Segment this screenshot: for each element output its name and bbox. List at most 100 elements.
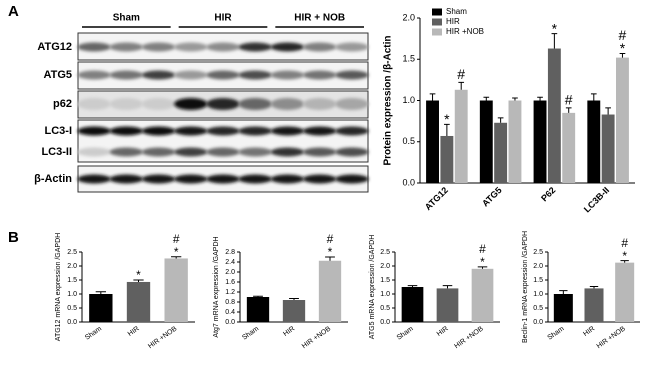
x-tick-label: HIR — [282, 325, 296, 338]
y-tick-label: 0.5 — [402, 136, 415, 146]
bar — [508, 100, 522, 183]
error-bar — [442, 285, 453, 289]
blot-row-label: LC3-I — [45, 125, 73, 137]
y-tick-label: 2.0 — [402, 12, 415, 22]
x-tick-label: HIR — [127, 325, 141, 338]
blot-band — [141, 70, 176, 80]
blot-band — [238, 126, 272, 136]
y-tick-label: 0.0 — [402, 177, 415, 187]
blot-band — [335, 98, 369, 110]
blot-row-label: p62 — [53, 98, 72, 110]
y-tick-label: 2.5 — [533, 249, 543, 256]
bar — [601, 114, 615, 183]
legend-label: HIR — [446, 17, 460, 26]
bar — [553, 294, 573, 322]
blot-band — [77, 70, 111, 80]
y-tick-label: 1.0 — [67, 291, 77, 298]
blot-band — [206, 70, 240, 80]
error-bar — [171, 256, 182, 259]
blot-band — [238, 147, 272, 157]
blot-band — [206, 98, 240, 110]
y-tick-label: 2.0 — [533, 263, 543, 270]
y-tick-label: 2.5 — [380, 249, 390, 256]
error-bar — [559, 290, 568, 294]
blot-band — [109, 98, 144, 110]
significance-marker: # — [565, 92, 573, 108]
blot-band — [109, 147, 144, 157]
blot-band — [335, 126, 369, 136]
significance-marker: # — [457, 66, 465, 82]
error-bar — [605, 107, 611, 115]
bar — [246, 297, 270, 322]
blot-row-label: β-Actin — [34, 173, 72, 185]
error-bar — [620, 260, 629, 263]
y-tick-label: 1.0 — [533, 291, 543, 298]
blot-band — [238, 70, 272, 80]
y-tick-label: 1.5 — [380, 277, 390, 284]
blot-band — [109, 70, 144, 80]
x-tick-label: Sham — [547, 325, 566, 341]
blot-band — [302, 70, 337, 80]
blot-row-label: ATG5 — [43, 69, 72, 81]
bar — [89, 294, 113, 322]
x-tick-label: HIR — [436, 325, 450, 338]
error-bar — [325, 256, 335, 261]
bar — [533, 100, 547, 183]
y-tick-label: 0.0 — [67, 319, 77, 326]
blot-band — [206, 42, 240, 52]
significance-marker: # — [327, 232, 334, 246]
bar — [436, 288, 459, 322]
blot-band — [109, 126, 144, 136]
blot-band — [77, 126, 111, 136]
bar — [164, 258, 188, 322]
group-label: HIR — [214, 13, 232, 24]
y-axis-label: Protein expression /β-Actin — [383, 35, 394, 165]
error-bar — [590, 93, 597, 101]
blot-band — [302, 98, 337, 110]
x-tick-label: HIR +NOB — [147, 325, 179, 350]
blot-band — [174, 174, 208, 184]
bar — [426, 100, 439, 183]
bar — [587, 100, 601, 183]
blot-band — [141, 126, 176, 136]
blot-band — [206, 126, 240, 136]
significance-marker: # — [173, 232, 180, 246]
y-axis-label: ATG5 mRNA expression /GAPDH — [369, 235, 376, 340]
western-blot: Sham HIR HIR + NOB ATG12 ATG5 p62 LC3-I LC3-II β… — [34, 13, 369, 193]
blot-row-label: LC3-II — [41, 146, 72, 158]
y-tick-label: 1.5 — [533, 277, 543, 284]
error-bar — [551, 33, 558, 49]
y-tick-label: 0.5 — [380, 305, 390, 312]
y-tick-label: 0.0 — [380, 319, 390, 326]
blot-row-label: ATG12 — [37, 41, 72, 53]
y-tick-label: 1.5 — [402, 54, 415, 64]
blot-band — [335, 70, 369, 80]
y-axis-label: Beclin-1 mRNA expression /GAPDH — [522, 231, 529, 343]
blot-band — [335, 147, 369, 157]
legend-swatch — [432, 8, 442, 16]
blot-band — [174, 42, 208, 52]
blot-band — [302, 126, 337, 136]
y-tick-label: 2.0 — [380, 263, 390, 270]
bar — [126, 281, 151, 322]
error-bar — [407, 285, 418, 287]
y-tick-label: 0.5 — [533, 305, 543, 312]
y-tick-label: 2.4 — [225, 259, 235, 266]
error-bar — [589, 285, 599, 289]
panel-label: B — [8, 229, 19, 246]
error-bar — [565, 107, 572, 113]
error-bar — [444, 123, 450, 136]
blot-band — [238, 98, 272, 110]
x-tick-label: LC3B-II — [582, 185, 611, 214]
blot-band — [270, 147, 305, 157]
group-label: Sham — [113, 13, 140, 24]
blot-band — [174, 70, 208, 80]
significance-marker: # — [621, 236, 628, 250]
significance-marker: * — [622, 249, 627, 263]
blot-band — [302, 174, 337, 184]
x-tick-label: Sham — [396, 325, 415, 341]
y-axis-label: Atg7 mRNA expression /GAPDH — [213, 236, 220, 337]
blot-band — [77, 174, 111, 184]
blot-band — [109, 174, 144, 184]
